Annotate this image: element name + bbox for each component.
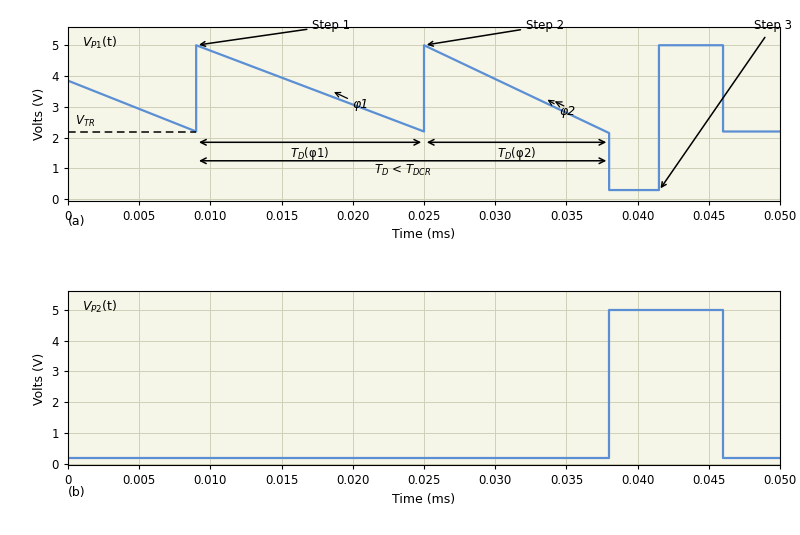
Text: Step 3: Step 3 (662, 19, 792, 187)
X-axis label: Time (ms): Time (ms) (393, 228, 455, 241)
Text: $T_D$(φ2): $T_D$(φ2) (497, 145, 536, 162)
Text: $V_{TR}$: $V_{TR}$ (75, 114, 95, 129)
Text: $V_{P2}$(t): $V_{P2}$(t) (82, 299, 118, 315)
Text: Step 1: Step 1 (201, 19, 350, 46)
Y-axis label: Volts (V): Volts (V) (33, 352, 46, 404)
Text: φ2: φ2 (549, 101, 575, 118)
Text: $V_{P1}$(t): $V_{P1}$(t) (82, 34, 118, 50)
Text: (b): (b) (68, 486, 86, 499)
Text: $T_D$ < $T_{DCR}$: $T_D$ < $T_{DCR}$ (374, 163, 431, 178)
Text: (a): (a) (68, 215, 86, 228)
Text: Step 2: Step 2 (429, 19, 564, 46)
Text: $T_D$(φ1): $T_D$(φ1) (290, 145, 330, 162)
Y-axis label: Volts (V): Volts (V) (33, 88, 46, 140)
X-axis label: Time (ms): Time (ms) (393, 493, 455, 506)
Text: φ1: φ1 (335, 93, 369, 111)
